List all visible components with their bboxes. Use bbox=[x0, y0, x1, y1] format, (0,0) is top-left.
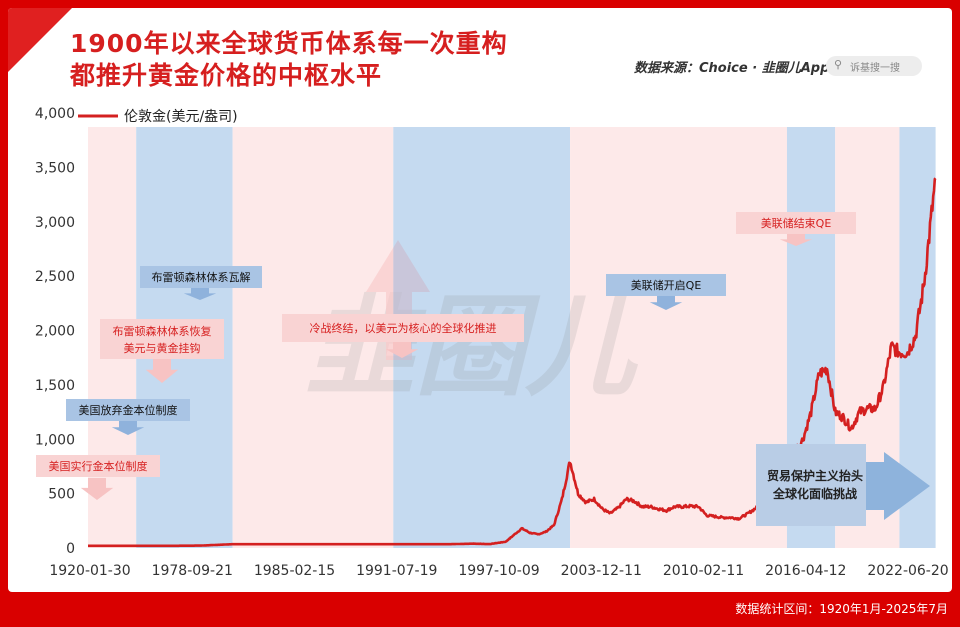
search-box[interactable]: ⚲ 诉基搜一搜 bbox=[826, 56, 922, 76]
annotation-3: 布雷顿森林体系瓦解 bbox=[140, 266, 262, 300]
x-tick-label: 1991-07-19 bbox=[356, 563, 437, 579]
y-axis-ticks: 0 500 1,000 1,500 2,000 2,500 3,000 3,500 4,000 bbox=[35, 106, 75, 557]
annotation-box bbox=[606, 274, 726, 296]
y-tick-label: 0 bbox=[66, 541, 75, 557]
annotation-1: 美国放弃金本位制度 bbox=[66, 399, 190, 435]
y-tick-label: 2,500 bbox=[35, 269, 75, 285]
annotation-text-2: 全球化面临挑战 bbox=[772, 486, 857, 501]
annotation-text-2: 美元与黄金挂钩 bbox=[124, 341, 201, 355]
annotation-box bbox=[282, 314, 524, 342]
annotation-text: 布雷顿森林体系瓦解 bbox=[152, 270, 251, 284]
x-tick-label: 2022-06-20 bbox=[867, 563, 948, 579]
x-tick-label: 1978-09-21 bbox=[152, 563, 233, 579]
annotation-4: 冷战终结，以美元为核心的全球化推进 bbox=[282, 314, 524, 358]
corner-decoration bbox=[8, 8, 72, 72]
watermark-arrow bbox=[366, 240, 430, 360]
annotation-arrow-down bbox=[779, 234, 813, 246]
y-tick-label: 3,000 bbox=[35, 215, 75, 231]
annotation-arrow-down bbox=[183, 288, 217, 300]
annotation-5: 美联储开启QE bbox=[606, 274, 726, 310]
x-tick-label: 2003-12-11 bbox=[561, 563, 642, 579]
annotations: 美国实行金本位制度美国放弃金本位制度布雷顿森林体系恢复美元与黄金挂钩布雷顿森林体… bbox=[36, 212, 930, 526]
annotation-box bbox=[140, 266, 262, 288]
annotation-box bbox=[100, 319, 224, 359]
legend: 伦敦金(美元/盎司) bbox=[78, 109, 238, 125]
chart-title-line-2: 都推升黄金价格的中枢水平 bbox=[70, 61, 383, 90]
annotation-arrow-down bbox=[80, 478, 114, 500]
annotation-arrow-down bbox=[111, 421, 145, 435]
watermark: 韭圈儿 bbox=[305, 240, 639, 411]
chart-title-line-1: 1900年以来全球货币体系每一次重构 bbox=[70, 29, 508, 58]
annotation-box bbox=[736, 212, 856, 234]
annotation-box bbox=[36, 455, 160, 477]
x-axis-ticks: 1920-01-30 1978-09-21 1985-02-15 1991-07-19… bbox=[49, 563, 948, 579]
y-tick-label: 500 bbox=[48, 487, 75, 503]
annotation-0: 美国实行金本位制度 bbox=[36, 455, 160, 500]
annotation-text: 美国实行金本位制度 bbox=[49, 459, 148, 473]
annotation-text: 美联储结束QE bbox=[761, 216, 832, 230]
annotation-text: 贸易保护主义抬头 bbox=[767, 468, 863, 483]
period-band-pink-4 bbox=[570, 127, 787, 548]
annotation-arrow-down bbox=[145, 359, 179, 383]
annotation-arrow-down bbox=[385, 342, 419, 358]
search-icon: ⚲ bbox=[834, 58, 843, 71]
chart-title: 1900年以来全球货币体系每一次重构 都推升黄金价格的中枢水平 bbox=[70, 28, 508, 92]
x-tick-label: 2016-04-12 bbox=[765, 563, 846, 579]
annotation-arrow-right bbox=[866, 452, 930, 520]
y-tick-label: 3,500 bbox=[35, 160, 75, 176]
footer-date-range: 数据统计区间：1920年1月-2025年7月 bbox=[735, 602, 948, 616]
annotation-6: 美联储结束QE bbox=[736, 212, 856, 246]
annotation-box bbox=[66, 399, 190, 421]
legend-label: 伦敦金(美元/盎司) bbox=[124, 109, 238, 125]
x-tick-label: 1985-02-15 bbox=[254, 563, 335, 579]
watermark-text: 韭圈儿 bbox=[305, 283, 639, 411]
y-tick-label: 2,000 bbox=[35, 324, 75, 340]
annotation-arrow-down bbox=[649, 296, 683, 310]
annotation-text: 美联储开启QE bbox=[631, 278, 702, 292]
data-source: 数据来源：Choice · 韭圈儿App bbox=[634, 61, 830, 76]
y-tick-label: 1,000 bbox=[35, 432, 75, 448]
x-tick-label: 2010-02-11 bbox=[663, 563, 744, 579]
x-tick-label: 1997-10-09 bbox=[458, 563, 539, 579]
search-placeholder: 诉基搜一搜 bbox=[850, 63, 900, 74]
annotation-text: 冷战终结，以美元为核心的全球化推进 bbox=[310, 321, 497, 335]
y-tick-label: 1,500 bbox=[35, 378, 75, 394]
annotation-box bbox=[756, 444, 866, 526]
x-tick-label: 1920-01-30 bbox=[49, 563, 130, 579]
y-tick-label: 4,000 bbox=[35, 106, 75, 122]
annotation-text: 布雷顿森林体系恢复 bbox=[113, 324, 212, 338]
annotation-text: 美国放弃金本位制度 bbox=[79, 403, 178, 417]
